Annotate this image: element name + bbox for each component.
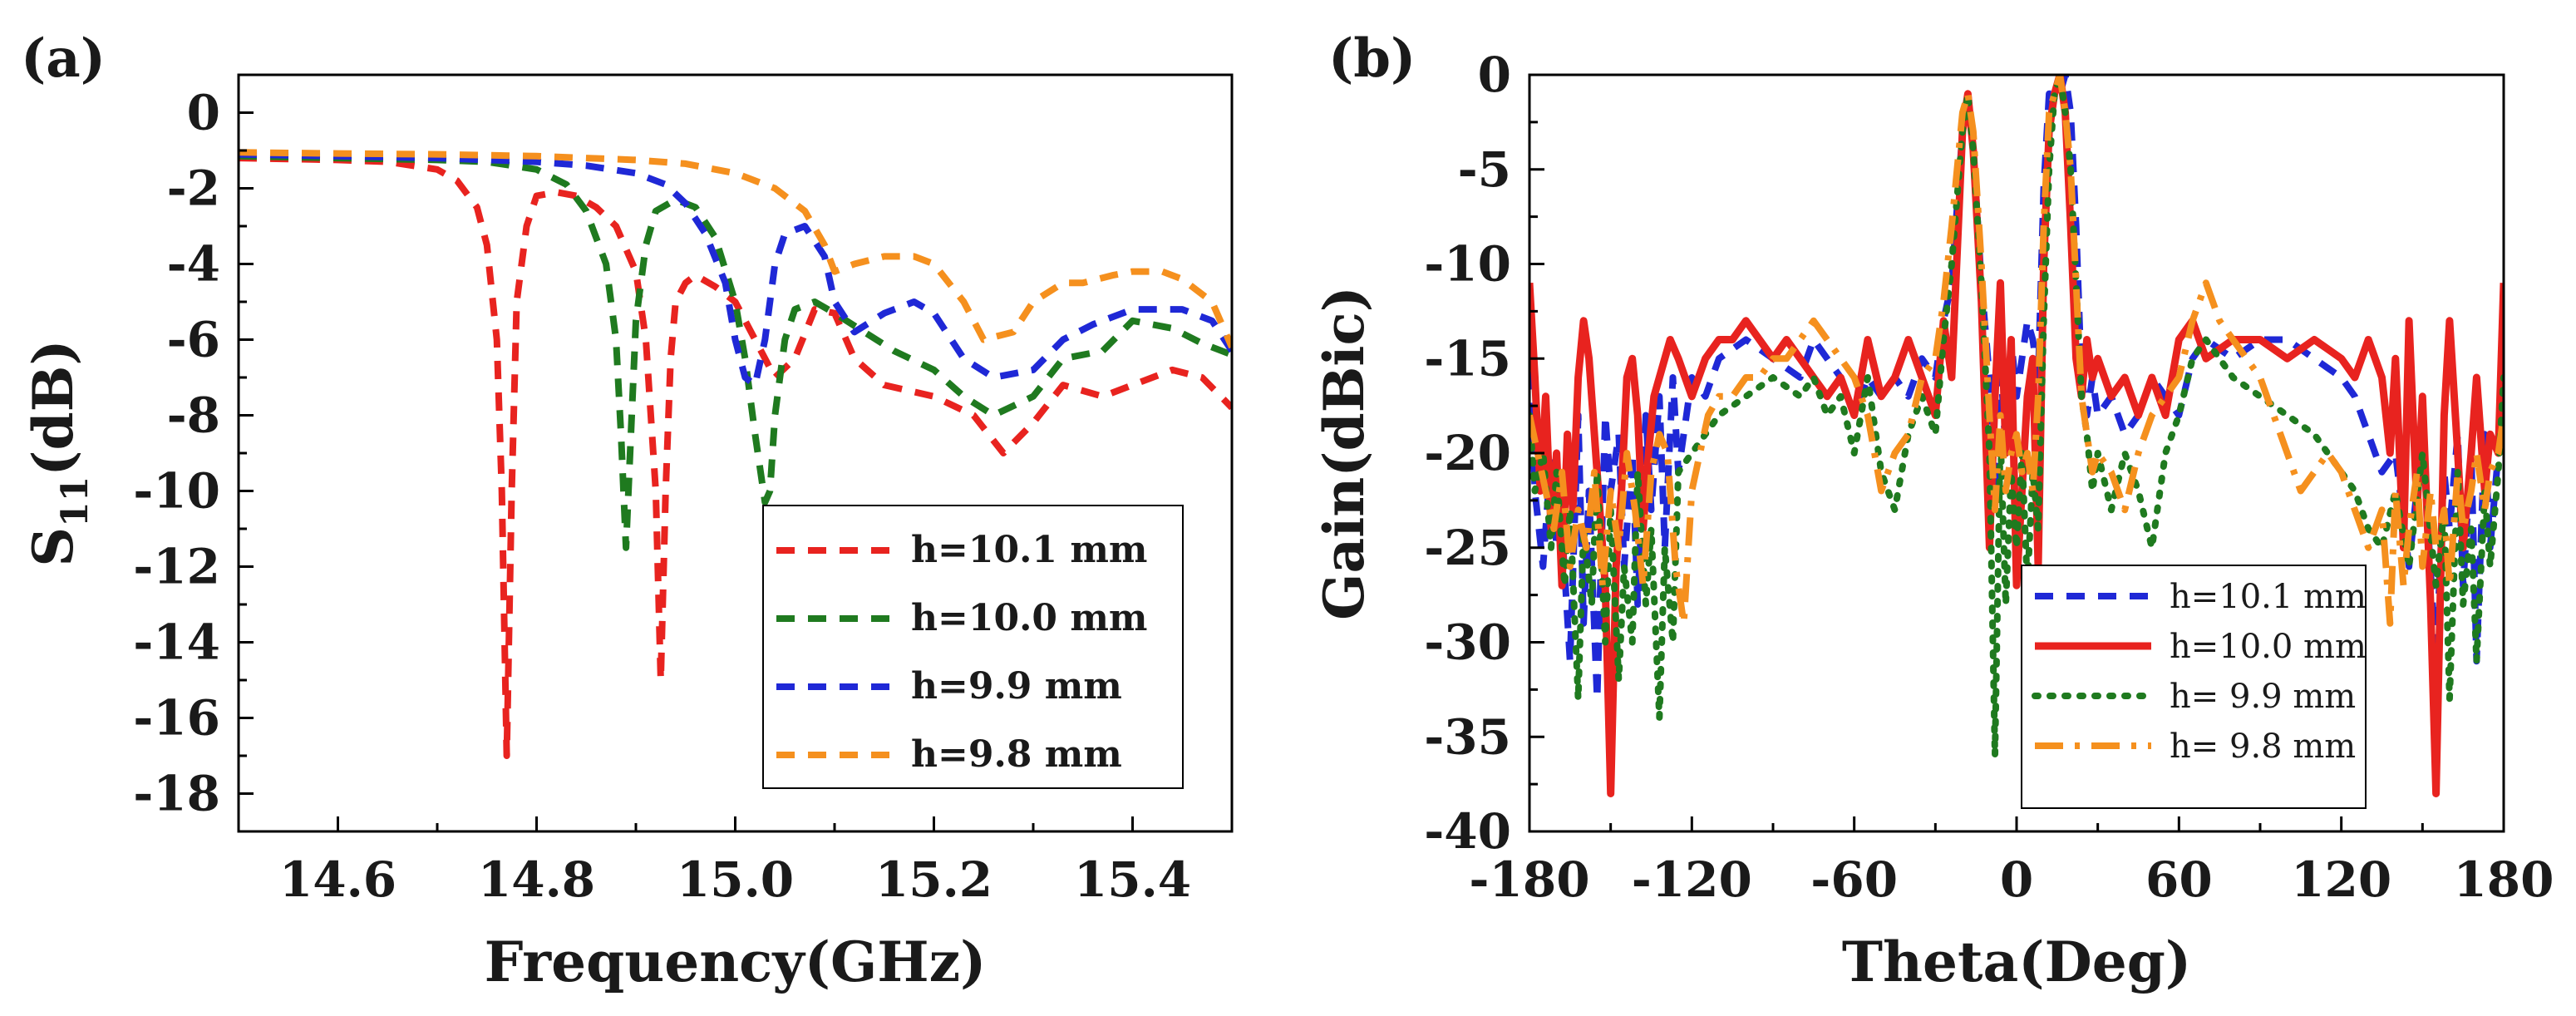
series-line-4 [1529, 75, 2504, 627]
series-line-3 [1529, 75, 2504, 759]
series-line-2 [239, 152, 1232, 551]
x-tick-label: 120 [2291, 851, 2391, 908]
legend-box [2021, 565, 2367, 809]
y-axis-title-main: S [21, 527, 86, 567]
x-tick-label: 15.0 [677, 851, 794, 908]
y-axis-title: Gain(dBic) [1312, 286, 1377, 620]
y-tick-label: -40 [1424, 803, 1511, 860]
series-lines [1529, 75, 2504, 797]
panel-label: (a) [21, 27, 106, 90]
x-tick-label: -120 [1632, 851, 1752, 908]
series-line-3 [239, 150, 1232, 389]
legend-label-3: h= 9.9 mm [2170, 678, 2356, 716]
y-tick-label: 0 [187, 85, 220, 141]
legend-label-2: h=10.0 mm [911, 597, 1147, 639]
y-tick-label: -18 [133, 766, 220, 822]
y-tick-label: -5 [1458, 141, 1511, 198]
y-tick-label: -10 [133, 463, 220, 520]
panel-label: (b) [1328, 27, 1416, 90]
legend-label-4: h=9.8 mm [911, 733, 1122, 776]
y-tick-label: -15 [1424, 330, 1511, 387]
legend-label-4: h= 9.8 mm [2170, 727, 2356, 766]
legend: h=10.1 mm h=10.0 mm h= 9.9 mm h= 9.8 mm [2021, 565, 2367, 809]
y-tick-label: -20 [1424, 425, 1511, 481]
y-tick-label: -4 [167, 236, 220, 293]
y-tick-label: -6 [167, 312, 220, 368]
x-tick-label: 14.8 [478, 851, 595, 908]
legend-label-1: h=10.1 mm [911, 529, 1147, 571]
y-axis-title: S11(dB) [21, 339, 96, 566]
x-tick-label: 60 [2145, 851, 2213, 908]
panel-b: (b) -180 -120 -60 0 60 120 180 0 -5 -10 -15 -20 -25 -3… [1312, 27, 2554, 994]
series-line-4 [239, 149, 1232, 349]
x-axis-title: Frequency(GHz) [485, 930, 987, 994]
legend-label-1: h=10.1 mm [2170, 578, 2367, 616]
y-axis-title-unit: (dB) [21, 339, 86, 476]
y-tick-label: -8 [167, 387, 220, 444]
x-axis-title: Theta(Deg) [1842, 930, 2191, 994]
x-tick-label: 15.4 [1074, 851, 1191, 908]
y-tick-label: -10 [1424, 236, 1511, 293]
y-axis-title-subscript: 11 [54, 476, 96, 527]
x-tick-label: 0 [2000, 851, 2033, 908]
y-tick-label: -12 [133, 539, 220, 595]
legend: h=10.1 mm h=10.0 mm h=9.9 mm h=9.8 mm [762, 505, 1184, 789]
x-tick-label: 14.6 [279, 851, 396, 908]
panel-a: (a) 14.6 14.8 15.0 15.2 15.4 0 -2 -4 -6 -8 -10 -12 -1… [21, 27, 1234, 994]
legend-label-3: h=9.9 mm [911, 665, 1122, 708]
x-tick-label: 180 [2453, 851, 2554, 908]
legend-label-2: h=10.0 mm [2170, 628, 2367, 666]
series-lines [239, 149, 1232, 759]
y-tick-label: -2 [167, 160, 220, 217]
y-tick-label: -16 [133, 690, 220, 747]
x-tick-label: -60 [1810, 851, 1898, 908]
y-tick-label: -25 [1424, 520, 1511, 576]
y-tick-label: -35 [1424, 708, 1511, 765]
y-tick-label: 0 [1478, 47, 1511, 103]
legend-box [762, 505, 1184, 789]
x-tick-label: -180 [1469, 851, 1589, 908]
y-tick-label: -30 [1424, 614, 1511, 671]
x-tick-label: 15.2 [875, 851, 992, 908]
y-tick-label: -14 [133, 614, 220, 671]
